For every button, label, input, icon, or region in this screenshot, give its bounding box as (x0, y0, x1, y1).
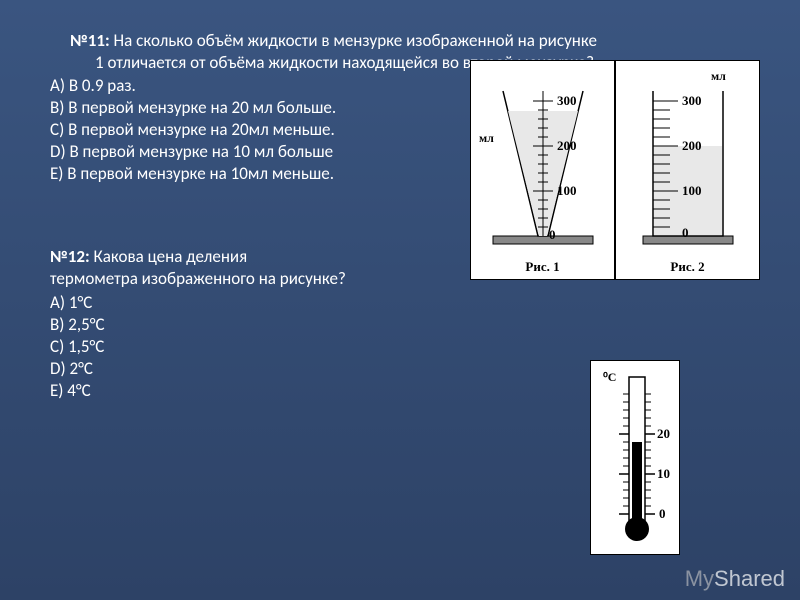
svg-text:200: 200 (682, 138, 702, 153)
q12-ans-b: B) 2,5°C (50, 314, 750, 336)
watermark-shared: Shared (714, 566, 785, 591)
svg-text:10: 10 (657, 466, 670, 481)
figures-container: мл 300 200 100 0 Рис. 1 мл (470, 60, 760, 280)
beaker-1-svg: 300 200 100 0 (473, 71, 613, 256)
svg-text:0: 0 (549, 227, 556, 242)
svg-text:100: 100 (557, 183, 577, 198)
fig2-label: Рис. 2 (670, 259, 704, 275)
q12-ans-c: C) 1,5°C (50, 336, 750, 358)
svg-text:20: 20 (657, 426, 670, 441)
figure-2: мл 300 200 100 0 Рис. 2 (615, 60, 760, 280)
watermark: MyShared (685, 566, 785, 592)
figure-1: мл 300 200 100 0 Рис. 1 (470, 60, 615, 280)
watermark-my: My (685, 566, 714, 591)
svg-text:300: 300 (682, 93, 702, 108)
q11-number: №11: (70, 30, 110, 51)
svg-text:⁰C: ⁰C (603, 370, 616, 384)
svg-text:100: 100 (682, 183, 702, 198)
svg-text:300: 300 (557, 93, 577, 108)
q11-text: №11: На сколько объём жидкости в мензурк… (50, 30, 750, 52)
q11-line1: На сколько объём жидкости в мензурке изо… (114, 30, 597, 51)
svg-text:0: 0 (659, 506, 666, 521)
thermometer-figure: ⁰C 20 10 0 (590, 360, 680, 555)
thermometer-svg: ⁰C 20 10 0 (599, 369, 673, 547)
svg-text:0: 0 (682, 225, 689, 240)
fig1-label: Рис. 1 (525, 259, 559, 275)
q12-number: №12: (50, 246, 90, 267)
svg-text:200: 200 (557, 138, 577, 153)
fig1-unit: мл (479, 131, 494, 146)
beaker-2-svg: 300 200 100 0 (618, 71, 758, 256)
q12-ans-a: A) 1°C (50, 292, 750, 314)
fig2-unit: мл (711, 69, 726, 84)
q12-line1: Какова цена деления (94, 246, 248, 267)
